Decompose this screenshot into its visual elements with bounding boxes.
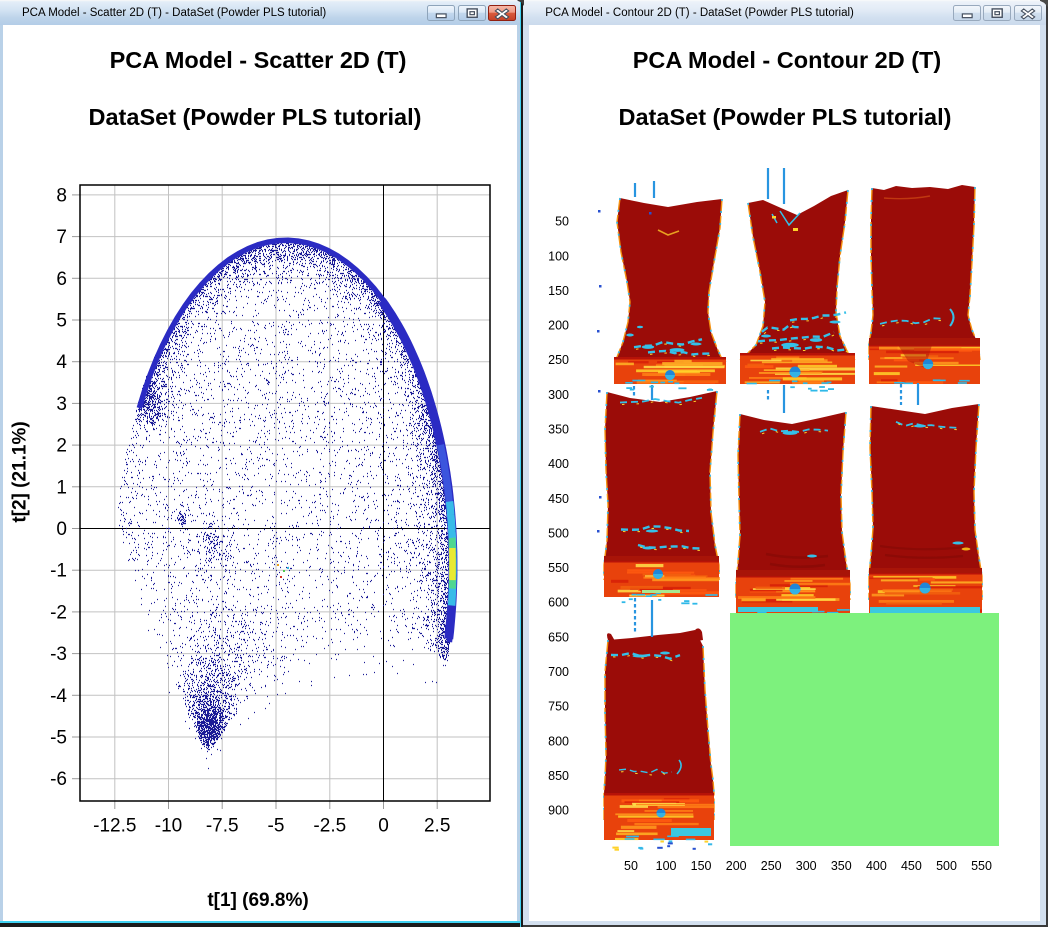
svg-text:300: 300 bbox=[548, 388, 569, 402]
svg-text:500: 500 bbox=[548, 527, 569, 541]
svg-text:4: 4 bbox=[56, 352, 67, 373]
svg-text:400: 400 bbox=[866, 859, 887, 873]
svg-text:500: 500 bbox=[936, 859, 957, 873]
svg-text:650: 650 bbox=[548, 630, 569, 644]
svg-text:250: 250 bbox=[548, 353, 569, 367]
svg-text:900: 900 bbox=[548, 804, 569, 818]
svg-text:6: 6 bbox=[56, 269, 67, 290]
svg-text:-2: -2 bbox=[50, 602, 67, 623]
svg-text:750: 750 bbox=[548, 700, 569, 714]
svg-text:PCA Model - Scatter 2D (T): PCA Model - Scatter 2D (T) bbox=[110, 47, 407, 73]
svg-text:350: 350 bbox=[548, 423, 569, 437]
svg-text:-10: -10 bbox=[155, 816, 182, 837]
svg-text:DataSet (Powder PLS tutorial): DataSet (Powder PLS tutorial) bbox=[619, 104, 952, 130]
svg-text:350: 350 bbox=[831, 859, 852, 873]
svg-text:400: 400 bbox=[548, 457, 569, 471]
svg-text:-1: -1 bbox=[50, 561, 67, 582]
svg-text:8: 8 bbox=[56, 185, 67, 206]
svg-text:50: 50 bbox=[555, 215, 569, 229]
svg-text:-5: -5 bbox=[50, 728, 67, 749]
svg-text:100: 100 bbox=[548, 249, 569, 263]
svg-text:5: 5 bbox=[56, 311, 67, 332]
svg-text:-6: -6 bbox=[50, 769, 67, 790]
svg-text:2: 2 bbox=[56, 436, 67, 457]
svg-text:PCA Model - Contour 2D (T): PCA Model - Contour 2D (T) bbox=[633, 47, 942, 73]
svg-text:250: 250 bbox=[761, 859, 782, 873]
svg-text:7: 7 bbox=[56, 227, 67, 248]
svg-text:-4: -4 bbox=[50, 686, 67, 707]
svg-text:150: 150 bbox=[548, 284, 569, 298]
svg-text:2.5: 2.5 bbox=[424, 816, 450, 837]
svg-text:-5: -5 bbox=[268, 816, 285, 837]
svg-text:550: 550 bbox=[971, 859, 992, 873]
svg-text:DataSet (Powder PLS tutorial): DataSet (Powder PLS tutorial) bbox=[89, 104, 422, 130]
svg-text:3: 3 bbox=[56, 394, 67, 415]
svg-text:100: 100 bbox=[656, 859, 677, 873]
svg-text:850: 850 bbox=[548, 769, 569, 783]
svg-text:t[2] (21.1%): t[2] (21.1%) bbox=[10, 421, 31, 522]
svg-text:-12.5: -12.5 bbox=[93, 816, 136, 837]
svg-text:800: 800 bbox=[548, 734, 569, 748]
svg-text:550: 550 bbox=[548, 561, 569, 575]
svg-text:300: 300 bbox=[796, 859, 817, 873]
svg-text:-3: -3 bbox=[50, 644, 67, 665]
svg-text:700: 700 bbox=[548, 665, 569, 679]
svg-text:200: 200 bbox=[548, 319, 569, 333]
svg-text:450: 450 bbox=[548, 492, 569, 506]
svg-text:0: 0 bbox=[378, 816, 389, 837]
svg-text:450: 450 bbox=[901, 859, 922, 873]
svg-text:0: 0 bbox=[56, 519, 67, 540]
svg-text:150: 150 bbox=[691, 859, 712, 873]
svg-text:200: 200 bbox=[726, 859, 747, 873]
svg-text:50: 50 bbox=[624, 859, 638, 873]
svg-text:-2.5: -2.5 bbox=[313, 816, 346, 837]
svg-text:-7.5: -7.5 bbox=[206, 816, 239, 837]
svg-text:600: 600 bbox=[548, 596, 569, 610]
svg-text:t[1] (69.8%): t[1] (69.8%) bbox=[207, 890, 308, 911]
svg-text:1: 1 bbox=[56, 477, 67, 498]
